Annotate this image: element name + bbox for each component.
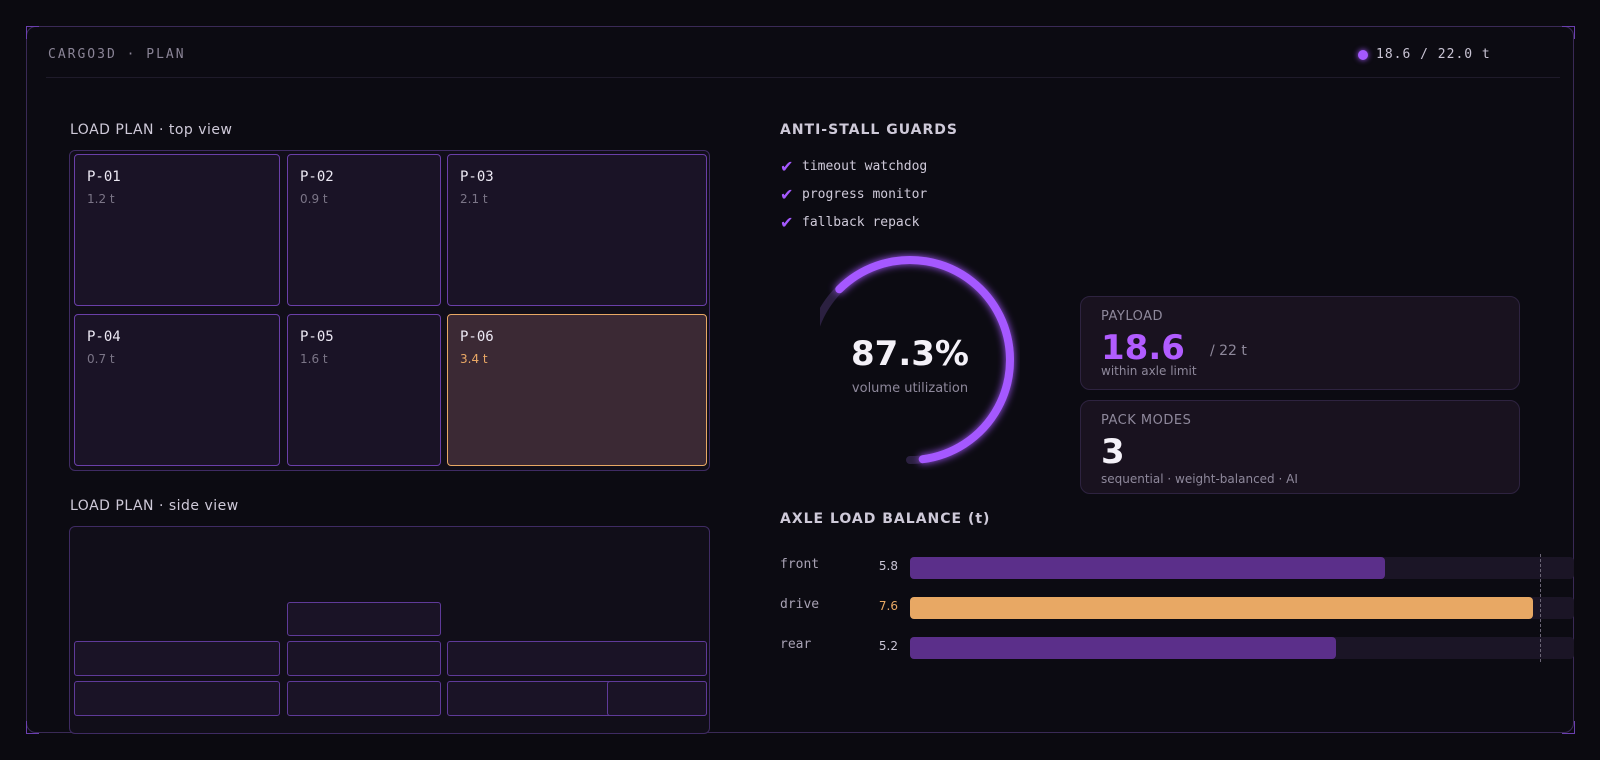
- axle-name: front: [780, 557, 820, 572]
- axle-track: [910, 637, 1574, 659]
- pallet-id: P-03: [460, 169, 494, 185]
- guard-item: ✔ timeout watchdog: [780, 152, 927, 180]
- axle-track: [910, 557, 1574, 579]
- pallet-id: P-05: [300, 329, 334, 345]
- axle-name: rear: [780, 637, 812, 652]
- axle-row-rear: rear 5.2: [780, 635, 1580, 659]
- pack-modes-label: PACK MODES: [1101, 413, 1192, 428]
- axle-row-drive: drive 7.6: [780, 595, 1580, 619]
- axle-value: 7.6: [878, 599, 898, 613]
- payload-card: PAYLOAD 18.6 / 22 t within axle limit: [1080, 296, 1520, 390]
- pallet-p05[interactable]: P-05 1.6 t: [287, 314, 441, 466]
- guard-label: fallback repack: [802, 214, 920, 230]
- side-box[interactable]: [287, 602, 441, 636]
- axle-row-front: front 5.8: [780, 555, 1580, 579]
- frame-corner: [1562, 26, 1575, 39]
- side-box[interactable]: [607, 681, 707, 716]
- side-box[interactable]: [287, 641, 441, 676]
- guard-label: progress monitor: [802, 186, 928, 202]
- pallet-id: P-04: [87, 329, 121, 345]
- pallet-id: P-02: [300, 169, 334, 185]
- gauge-label: volume utilization: [851, 381, 969, 396]
- side-box[interactable]: [74, 681, 280, 716]
- pallet-p01[interactable]: P-01 1.2 t: [74, 154, 280, 306]
- check-icon: ✔: [780, 184, 794, 204]
- guard-label: timeout watchdog: [802, 158, 928, 174]
- pack-modes-card: PACK MODES 3 sequential · weight-balance…: [1080, 400, 1520, 494]
- frame-corner: [26, 26, 39, 39]
- side-box[interactable]: [287, 681, 441, 716]
- side-box[interactable]: [447, 641, 707, 676]
- top-view-title: LOAD PLAN · top view: [70, 122, 233, 138]
- top-view-panel: P-01 1.2 t P-02 0.9 t P-03 2.1 t P-04 0.…: [69, 150, 710, 471]
- pallet-weight: 0.7 t: [87, 352, 115, 366]
- frame-corner: [26, 721, 39, 734]
- check-icon: ✔: [780, 212, 794, 232]
- axle-value: 5.2: [878, 639, 898, 653]
- status-dot-icon: [1358, 49, 1368, 60]
- payload-max: / 22 t: [1209, 343, 1247, 359]
- payload-status-text: 18.6 / 22.0 t: [1376, 47, 1491, 62]
- pallet-weight: 0.9 t: [300, 192, 328, 206]
- guards-list: ✔ timeout watchdog ✔ progress monitor ✔ …: [780, 152, 927, 236]
- gauge-arc: [835, 256, 1014, 464]
- payload-sub: within axle limit: [1101, 364, 1197, 378]
- check-icon: ✔: [780, 156, 794, 176]
- pallet-weight: 1.6 t: [300, 352, 328, 366]
- pack-modes-sub: sequential · weight-balanced · AI: [1101, 472, 1298, 486]
- axle-bar-warning: [910, 597, 1533, 619]
- axle-bar: [910, 557, 1386, 579]
- pallet-p04[interactable]: P-04 0.7 t: [74, 314, 280, 466]
- pallet-weight: 1.2 t: [87, 192, 115, 206]
- side-box[interactable]: [74, 641, 280, 676]
- pallet-p02[interactable]: P-02 0.9 t: [287, 154, 441, 306]
- header-divider: [46, 77, 1560, 78]
- axle-track: [910, 597, 1574, 619]
- pallet-weight: 3.4 t: [460, 352, 488, 366]
- guard-item: ✔ progress monitor: [780, 180, 927, 208]
- guards-title: ANTI-STALL GUARDS: [780, 122, 958, 138]
- pallet-p06-highlighted[interactable]: P-06 3.4 t: [447, 314, 707, 466]
- axle-value: 5.8: [878, 559, 898, 573]
- payload-value: 18.6: [1101, 328, 1185, 368]
- pallet-id: P-01: [87, 169, 121, 185]
- side-view-panel: [69, 526, 710, 734]
- gauge-value: 87.3%: [851, 334, 969, 374]
- pallet-weight: 2.1 t: [460, 192, 488, 206]
- payload-status: 18.6 / 22.0 t: [1358, 47, 1491, 62]
- app-title: CARGO3D · PLAN: [48, 47, 186, 62]
- pack-modes-value: 3: [1101, 432, 1125, 472]
- frame-corner: [1562, 721, 1575, 734]
- axle-limit-line: [1540, 554, 1541, 662]
- axle-name: drive: [780, 597, 820, 612]
- axle-bar: [910, 637, 1337, 659]
- guard-item: ✔ fallback repack: [780, 208, 927, 236]
- payload-label: PAYLOAD: [1101, 309, 1164, 324]
- pallet-p03[interactable]: P-03 2.1 t: [447, 154, 707, 306]
- side-view-title: LOAD PLAN · side view: [70, 498, 239, 514]
- axle-title: AXLE LOAD BALANCE (t): [780, 511, 991, 527]
- utilization-gauge: [820, 256, 1014, 464]
- pallet-id: P-06: [460, 329, 494, 345]
